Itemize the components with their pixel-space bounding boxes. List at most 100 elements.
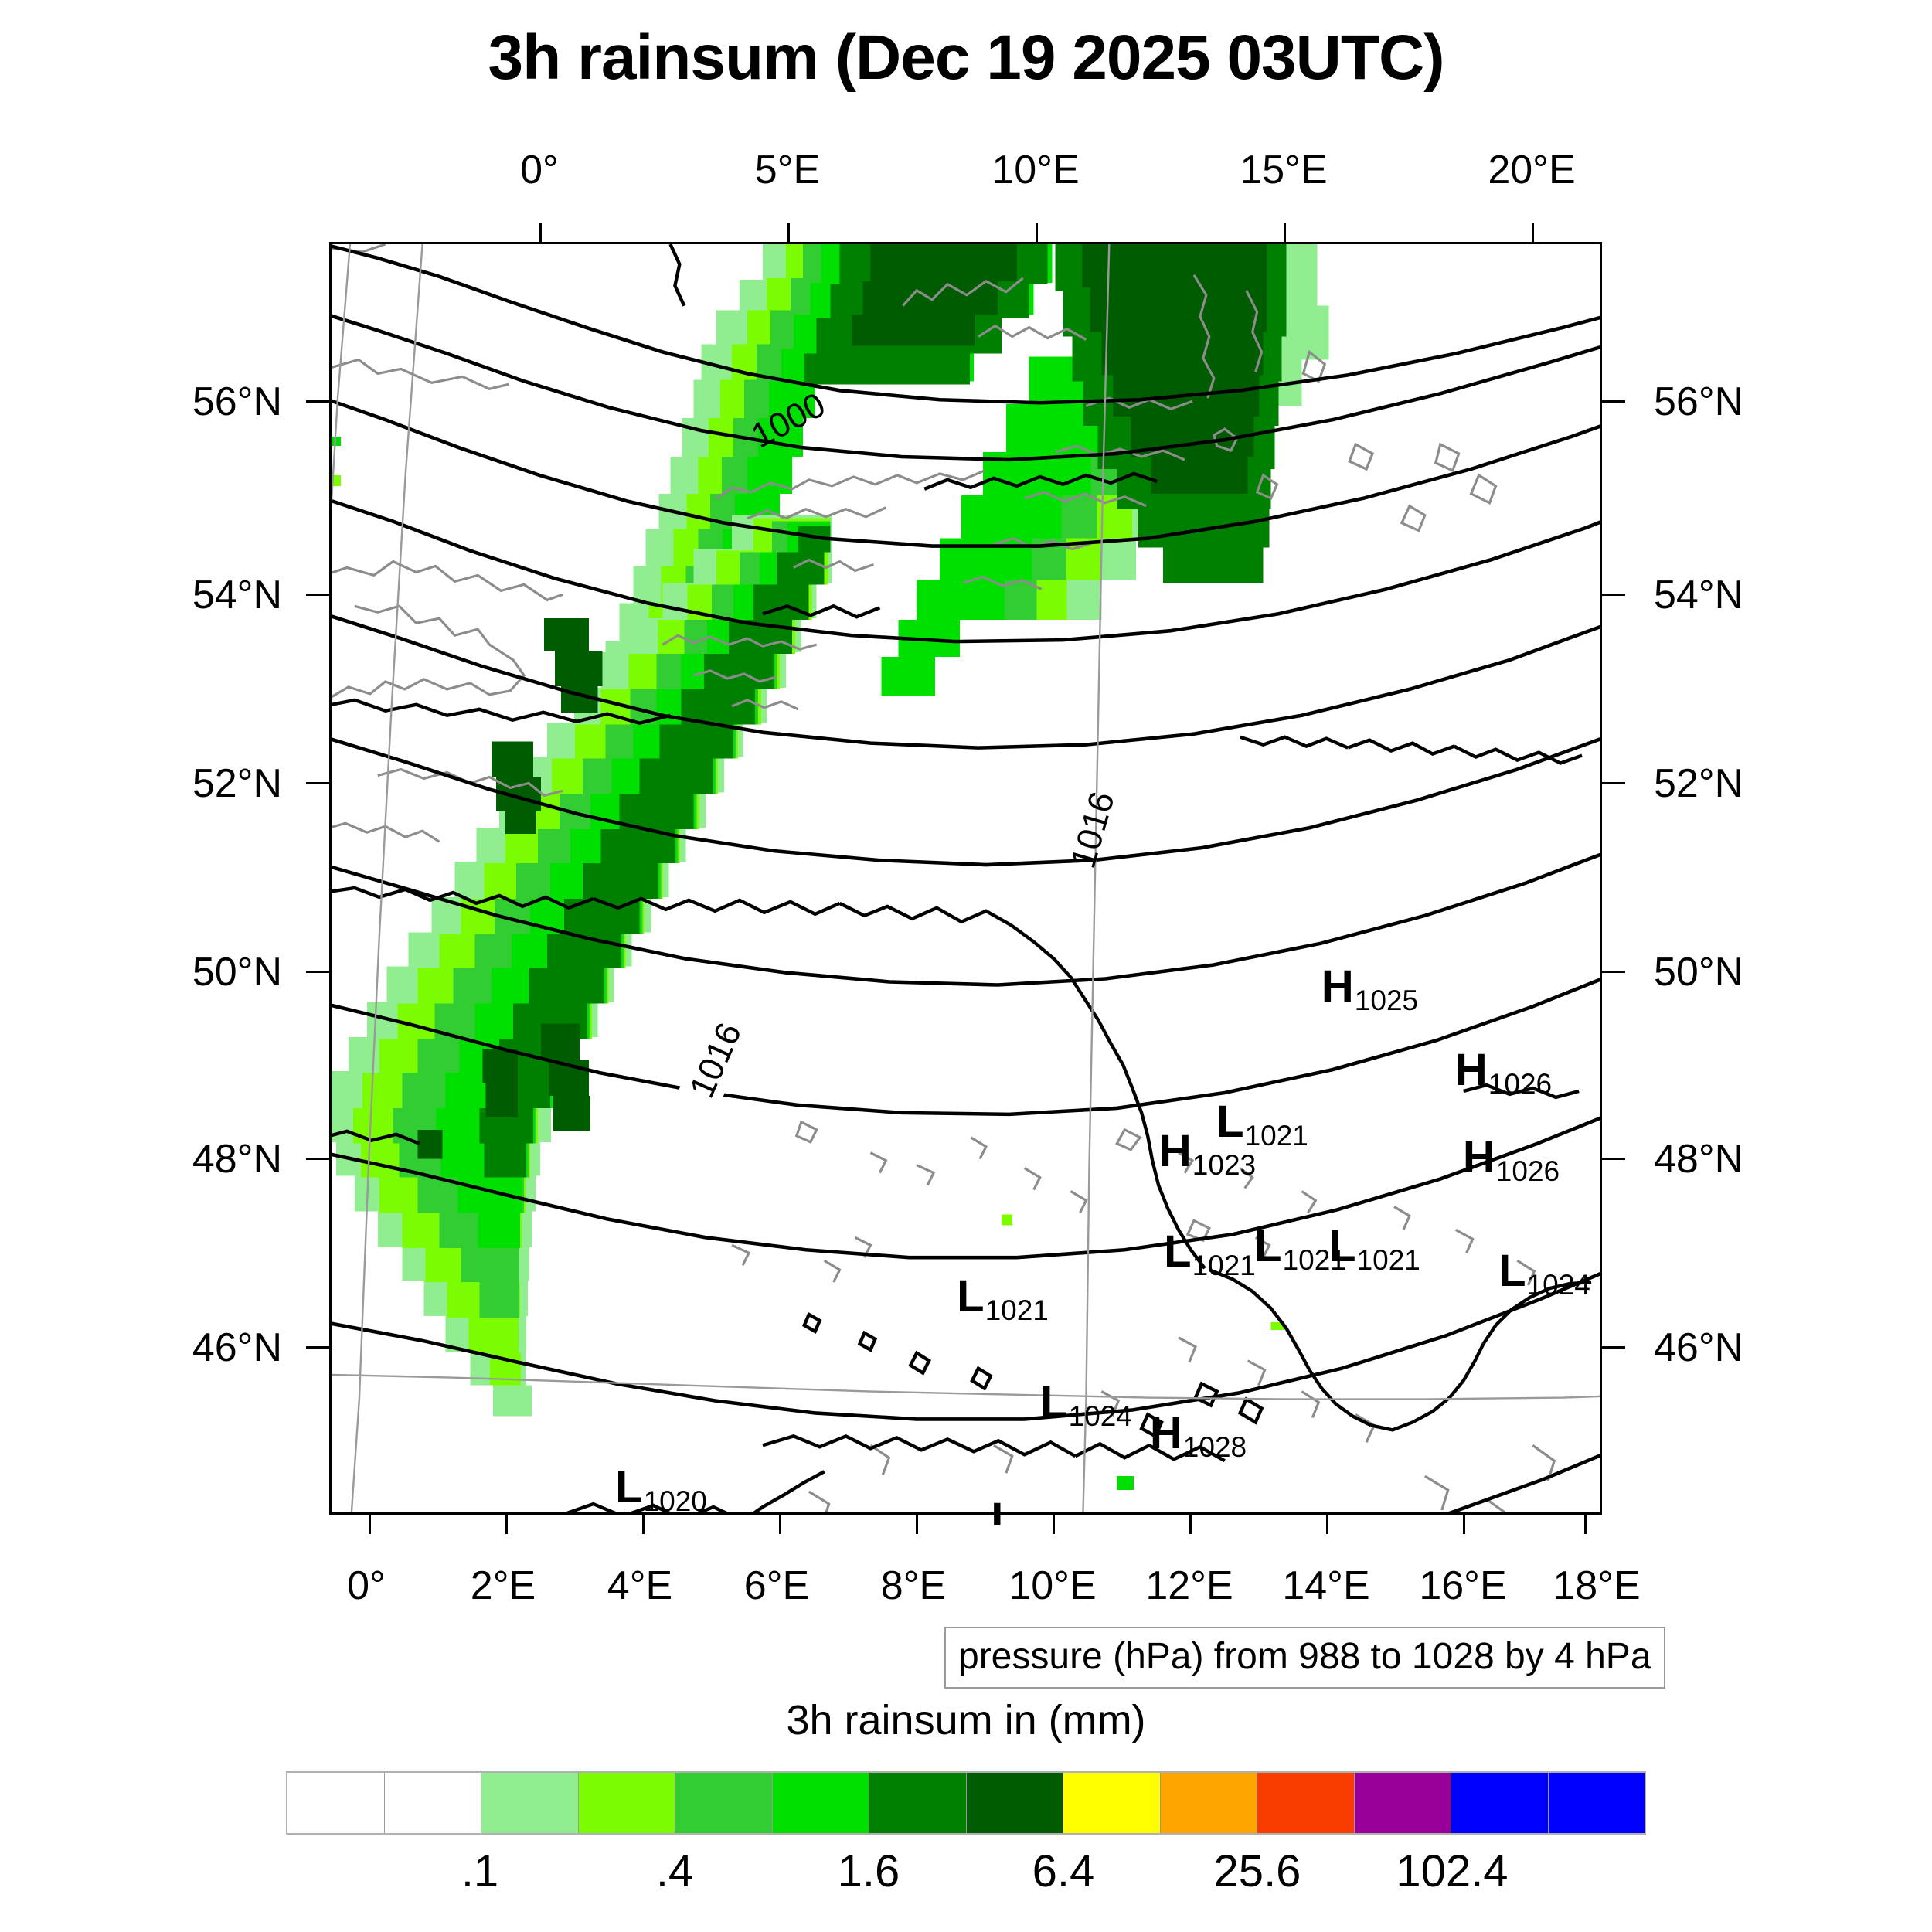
colorbar-cell-11 — [1354, 1773, 1451, 1833]
top-axis-label-3: 15°E — [1240, 148, 1328, 192]
top-axis-label-1: 5°E — [754, 148, 821, 192]
page-title: 3h rainsum (Dec 19 2025 03UTC) — [488, 22, 1445, 93]
right-axis-label-2: 52°N — [1654, 761, 1744, 806]
colorbar-cell-5 — [772, 1773, 869, 1833]
colorbar-cell-10 — [1257, 1773, 1355, 1833]
tick-left — [306, 782, 329, 784]
colorbar-cell-4 — [675, 1773, 773, 1833]
graticule-layer — [332, 244, 1600, 1512]
colorbar-tick-3: 6.4 — [1032, 1846, 1095, 1896]
colorbar-tick-1: .4 — [655, 1846, 694, 1896]
pressure-center-h-1023: H1023 — [1158, 1126, 1257, 1181]
tick-left — [306, 1158, 329, 1160]
bottom-axis-label-4: 8°E — [880, 1563, 947, 1608]
colorbar-cell-6 — [869, 1773, 967, 1833]
top-axis-label-2: 10°E — [992, 148, 1080, 192]
precipitation-field — [332, 244, 1329, 1491]
bottom-axis-label-2: 4°E — [607, 1563, 673, 1608]
bottom-axis-label-8: 16°E — [1419, 1563, 1507, 1608]
tick-left — [306, 1346, 329, 1349]
tick-right — [1602, 1158, 1625, 1160]
pressure-center-l-1024-south: L1024 — [1040, 1377, 1132, 1432]
colorbar-tick-2: 1.6 — [837, 1846, 900, 1896]
right-axis-label-4: 48°N — [1654, 1137, 1744, 1182]
left-axis-label-5: 46°N — [192, 1325, 282, 1370]
pressure-center-h-1025: H1025 — [1321, 961, 1419, 1016]
tick-right — [1602, 594, 1625, 596]
pressure-center-l-clipped: L — [991, 1497, 1019, 1525]
tick-bottom — [1326, 1515, 1328, 1534]
pressure-center-h-1026-south: H1026 — [1462, 1132, 1560, 1187]
pressure-caption-box: pressure (hPa) from 988 to 1028 by 4 hPa — [944, 1627, 1665, 1689]
bottom-axis-label-3: 6°E — [743, 1563, 810, 1608]
pressure-center-l-1021-e: L1021 — [957, 1271, 1049, 1326]
pressure-center-h-1026-north: H1026 — [1454, 1045, 1553, 1100]
colorbar-tick-labels: .1 .4 1.6 6.4 25.6 102.4 — [286, 1845, 1646, 1907]
tick-bottom — [1189, 1515, 1192, 1534]
map-canvas — [332, 244, 1600, 1512]
tick-bottom — [1463, 1515, 1465, 1534]
left-axis-label-0: 56°N — [192, 379, 282, 424]
map-panel[interactable]: 1000 1016 1016 — [329, 242, 1602, 1515]
colorbar-cell-2 — [481, 1773, 579, 1833]
tick-bottom — [369, 1515, 371, 1534]
bottom-axis-label-9: 18°E — [1553, 1563, 1641, 1608]
tick-top — [1532, 223, 1534, 242]
bottom-axis-label-0: 0° — [347, 1563, 386, 1608]
top-axis-label-4: 20°E — [1488, 148, 1576, 192]
colorbar-cell-7 — [966, 1773, 1063, 1833]
bottom-axis-label-6: 12°E — [1145, 1563, 1233, 1608]
tick-top — [539, 223, 542, 242]
tick-left — [306, 400, 329, 403]
tick-bottom — [916, 1515, 918, 1534]
tick-right — [1602, 971, 1625, 973]
colorbar-tick-4: 25.6 — [1213, 1846, 1301, 1896]
pressure-center-h-1028: H1028 — [1149, 1408, 1247, 1463]
colorbar-cell-8 — [1063, 1773, 1161, 1833]
colorbar-tick-5: 102.4 — [1396, 1846, 1509, 1896]
colorbar-cell-0 — [287, 1773, 385, 1833]
tick-bottom — [779, 1515, 781, 1534]
left-axis-label-3: 50°N — [192, 950, 282, 995]
pressure-center-l-1021-a: L1021 — [1216, 1097, 1308, 1151]
bottom-axis-label-1: 2°E — [470, 1563, 536, 1608]
tick-top — [787, 223, 790, 242]
pressure-center-l-1021-d: L1021 — [1328, 1221, 1420, 1276]
isobar-layer — [332, 244, 1600, 1512]
colorbar-tick-0: .1 — [461, 1846, 499, 1896]
tick-right — [1602, 1346, 1625, 1349]
colorbar-cell-3 — [578, 1773, 675, 1833]
border-layer — [332, 244, 1592, 1512]
right-axis-label-5: 46°N — [1654, 1325, 1744, 1370]
bottom-axis-label-5: 10°E — [1009, 1563, 1097, 1608]
bottom-axis-label-7: 14°E — [1282, 1563, 1370, 1608]
colorbar-cell-1 — [384, 1773, 481, 1833]
colorbar-title: 3h rainsum in (mm) — [786, 1697, 1146, 1743]
colorbar-cell-12 — [1451, 1773, 1549, 1833]
colorbar-cell-13 — [1548, 1773, 1645, 1833]
pressure-center-l-1021-c: L1021 — [1254, 1221, 1346, 1276]
tick-top — [1036, 223, 1038, 242]
tick-bottom — [642, 1515, 645, 1534]
right-axis-label-1: 54°N — [1654, 573, 1744, 617]
tick-bottom — [505, 1515, 508, 1534]
right-axis-label-3: 50°N — [1654, 950, 1744, 995]
tick-bottom — [1584, 1515, 1587, 1534]
tick-bottom — [1053, 1515, 1055, 1534]
tick-right — [1602, 400, 1625, 403]
tick-left — [306, 971, 329, 973]
pressure-center-l-1020: L1020 — [615, 1462, 707, 1517]
colorbar-cell-9 — [1160, 1773, 1257, 1833]
tick-top — [1284, 223, 1286, 242]
pressure-center-l-1021-b: L1021 — [1164, 1226, 1256, 1281]
tick-right — [1602, 782, 1625, 784]
top-axis-label-0: 0° — [520, 148, 559, 192]
left-axis-label-1: 54°N — [192, 573, 282, 617]
left-axis-label-4: 48°N — [192, 1137, 282, 1182]
left-axis-label-2: 52°N — [192, 761, 282, 806]
tick-left — [306, 594, 329, 596]
colorbar[interactable] — [286, 1771, 1646, 1835]
right-axis-label-0: 56°N — [1654, 379, 1744, 424]
pressure-center-l-1024-east: L1024 — [1498, 1246, 1590, 1301]
